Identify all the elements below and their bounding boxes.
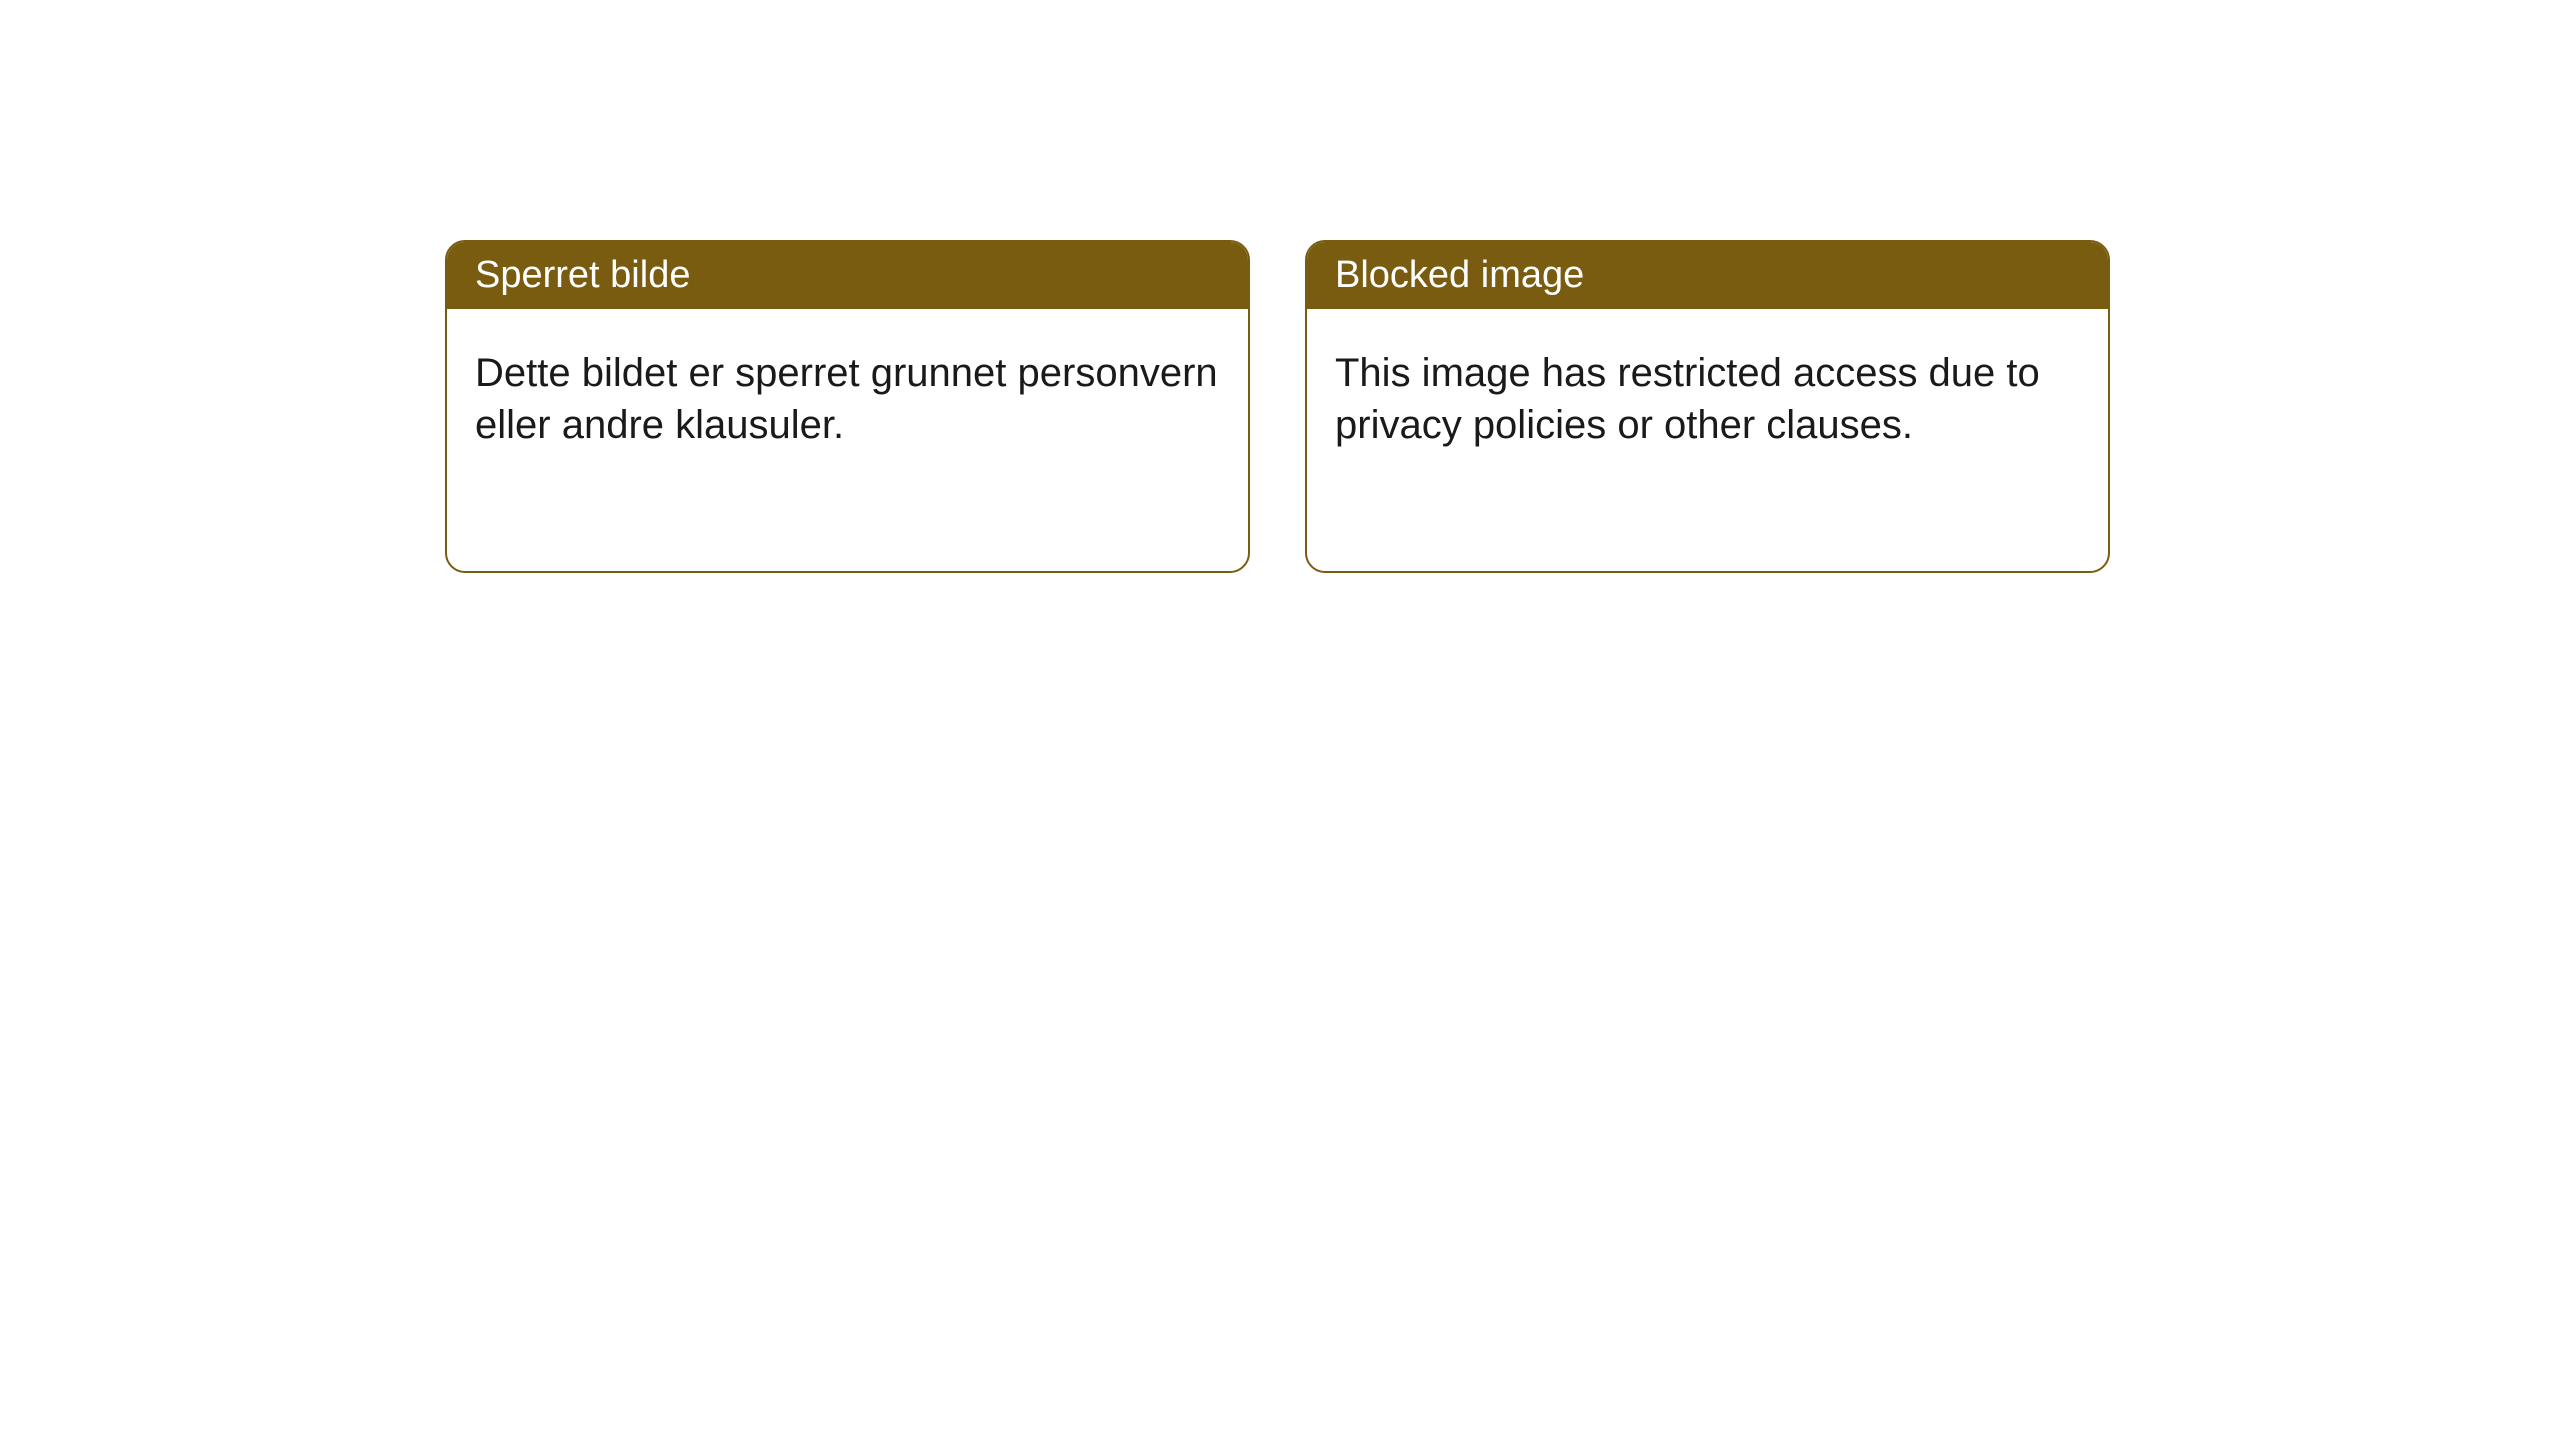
notice-title: Sperret bilde xyxy=(475,254,690,296)
notice-container: Sperret bilde Dette bildet er sperret gr… xyxy=(0,0,2560,573)
notice-card-norwegian: Sperret bilde Dette bildet er sperret gr… xyxy=(445,240,1250,573)
notice-title: Blocked image xyxy=(1335,254,1584,296)
notice-body: Dette bildet er sperret grunnet personve… xyxy=(447,309,1248,489)
notice-body: This image has restricted access due to … xyxy=(1307,309,2108,489)
notice-text: This image has restricted access due to … xyxy=(1335,351,2040,447)
notice-card-english: Blocked image This image has restricted … xyxy=(1305,240,2110,573)
notice-text: Dette bildet er sperret grunnet personve… xyxy=(475,351,1218,447)
notice-header: Blocked image xyxy=(1307,242,2108,309)
notice-header: Sperret bilde xyxy=(447,242,1248,309)
